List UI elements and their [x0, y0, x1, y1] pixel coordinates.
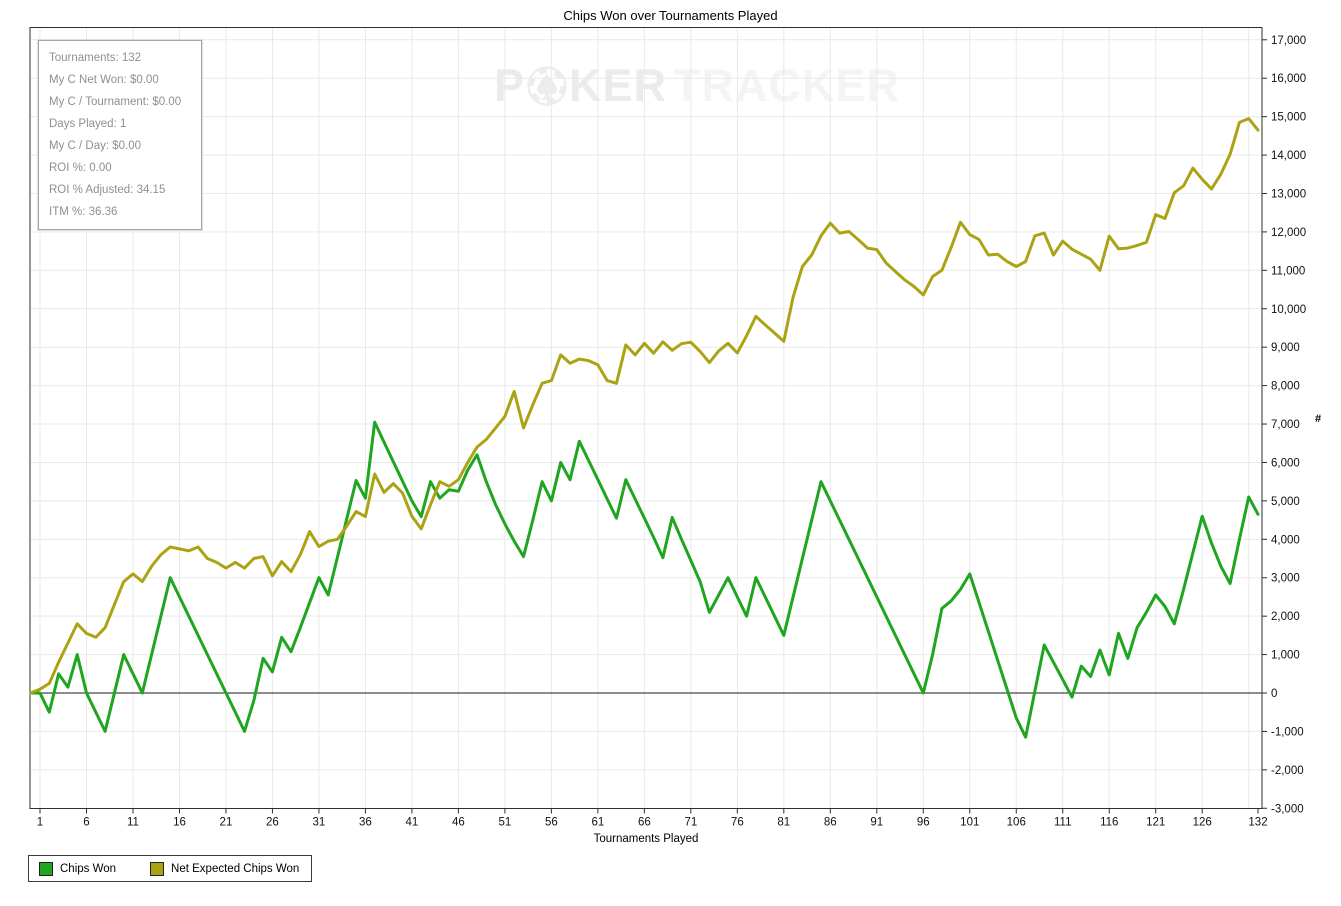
- y-tick-label: 0: [1271, 688, 1277, 700]
- stat-roi: ROI %: 0.00: [49, 162, 112, 174]
- y-tick-label: 1,000: [1271, 650, 1300, 662]
- watermark-text-p: P: [494, 60, 526, 111]
- stat-per-tournament: My C / Tournament: $0.00: [49, 96, 182, 108]
- y-tick-label: 14,000: [1271, 150, 1306, 162]
- x-tick-label: 36: [359, 817, 372, 829]
- y-tick-label: 4,000: [1271, 534, 1300, 546]
- x-tick-label: 101: [960, 817, 979, 829]
- x-tick-label: 96: [917, 817, 930, 829]
- stat-roi-adjusted: ROI % Adjusted: 34.15: [49, 184, 166, 196]
- y-tick-label: 9,000: [1271, 342, 1300, 354]
- x-tick-label: 26: [266, 817, 279, 829]
- x-tick-label: 46: [452, 817, 465, 829]
- x-axis-title: Tournaments Played: [593, 833, 699, 845]
- poker-chip-spade-icon: [527, 66, 567, 106]
- y-tick-label: 7,000: [1271, 419, 1300, 431]
- y-tick-label: 11,000: [1271, 265, 1305, 277]
- legend-item-net-expected: Net Expected Chips Won: [150, 861, 300, 876]
- chips-won-swatch-icon: [39, 861, 53, 876]
- y-axis-title: #: [1315, 413, 1322, 425]
- stat-days-played: Days Played: 1: [49, 118, 127, 130]
- y-tick-label: 16,000: [1271, 73, 1306, 85]
- stat-tournaments: Tournaments: 132: [49, 52, 142, 64]
- x-tick-label: 81: [777, 817, 790, 829]
- x-tick-label: 31: [313, 817, 326, 829]
- x-tick-label: 76: [731, 817, 744, 829]
- y-tick-label: -1,000: [1271, 726, 1304, 738]
- legend-label-chips-won: Chips Won: [60, 862, 117, 875]
- x-tick-label: 126: [1193, 817, 1212, 829]
- stat-per-day: My C / Day: $0.00: [49, 140, 142, 152]
- x-tick-label: 86: [824, 817, 837, 829]
- x-tick-label: 1: [37, 817, 43, 829]
- x-tick-label: 116: [1100, 817, 1118, 829]
- net-expected-swatch-icon: [150, 861, 165, 876]
- x-tick-label: 61: [591, 817, 604, 829]
- x-tick-label: 51: [498, 817, 511, 829]
- x-tick-label: 21: [220, 817, 233, 829]
- stat-itm: ITM %: 36.36: [49, 206, 118, 218]
- y-tick-label: 15,000: [1271, 112, 1306, 124]
- x-tick-label: 121: [1146, 817, 1165, 829]
- x-tick-label: 71: [684, 817, 697, 829]
- x-tick-label: 132: [1248, 817, 1267, 829]
- pokertracker-watermark: P KER TRACKER: [494, 60, 900, 112]
- x-tick-label: 16: [173, 817, 186, 829]
- watermark-text-tracker: TRACKER: [673, 60, 901, 111]
- series-line-chips-won: [29, 420, 1260, 739]
- legend-item-chips-won: Chips Won: [39, 861, 117, 876]
- x-tick-label: 41: [406, 817, 419, 829]
- series-line-net-expected-chips-won: [29, 117, 1260, 695]
- y-tick-label: -2,000: [1271, 765, 1304, 777]
- y-tick-label: -3,000: [1271, 803, 1304, 815]
- x-tick-label: 6: [83, 817, 89, 829]
- legend-label-net-expected: Net Expected Chips Won: [171, 862, 300, 875]
- x-tick-label: 56: [545, 817, 558, 829]
- chart-legend: Chips Won Net Expected Chips Won: [28, 855, 313, 882]
- y-tick-label: 6,000: [1271, 457, 1300, 469]
- x-tick-label: 111: [1054, 817, 1071, 829]
- y-tick-label: 3,000: [1271, 573, 1300, 585]
- y-tick-label: 17,000: [1271, 35, 1306, 47]
- x-tick-label: 66: [638, 817, 651, 829]
- y-tick-label: 10,000: [1271, 304, 1306, 316]
- x-tick-label: 106: [1007, 817, 1026, 829]
- y-tick-label: 2,000: [1271, 611, 1300, 623]
- stat-net-won: My C Net Won: $0.00: [49, 74, 159, 86]
- x-tick-label: 91: [870, 817, 883, 829]
- y-tick-label: 13,000: [1271, 188, 1306, 200]
- y-tick-label: 5,000: [1271, 496, 1300, 508]
- x-tick-label: 11: [127, 817, 139, 829]
- stats-summary-box: Tournaments: 132 My C Net Won: $0.00 My …: [37, 39, 203, 231]
- y-tick-label: 8,000: [1271, 381, 1300, 393]
- plot-border: [29, 27, 1263, 809]
- y-tick-label: 12,000: [1271, 227, 1306, 239]
- chart-title: Chips Won over Tournaments Played: [563, 8, 778, 23]
- watermark-text-ker: KER: [569, 60, 668, 111]
